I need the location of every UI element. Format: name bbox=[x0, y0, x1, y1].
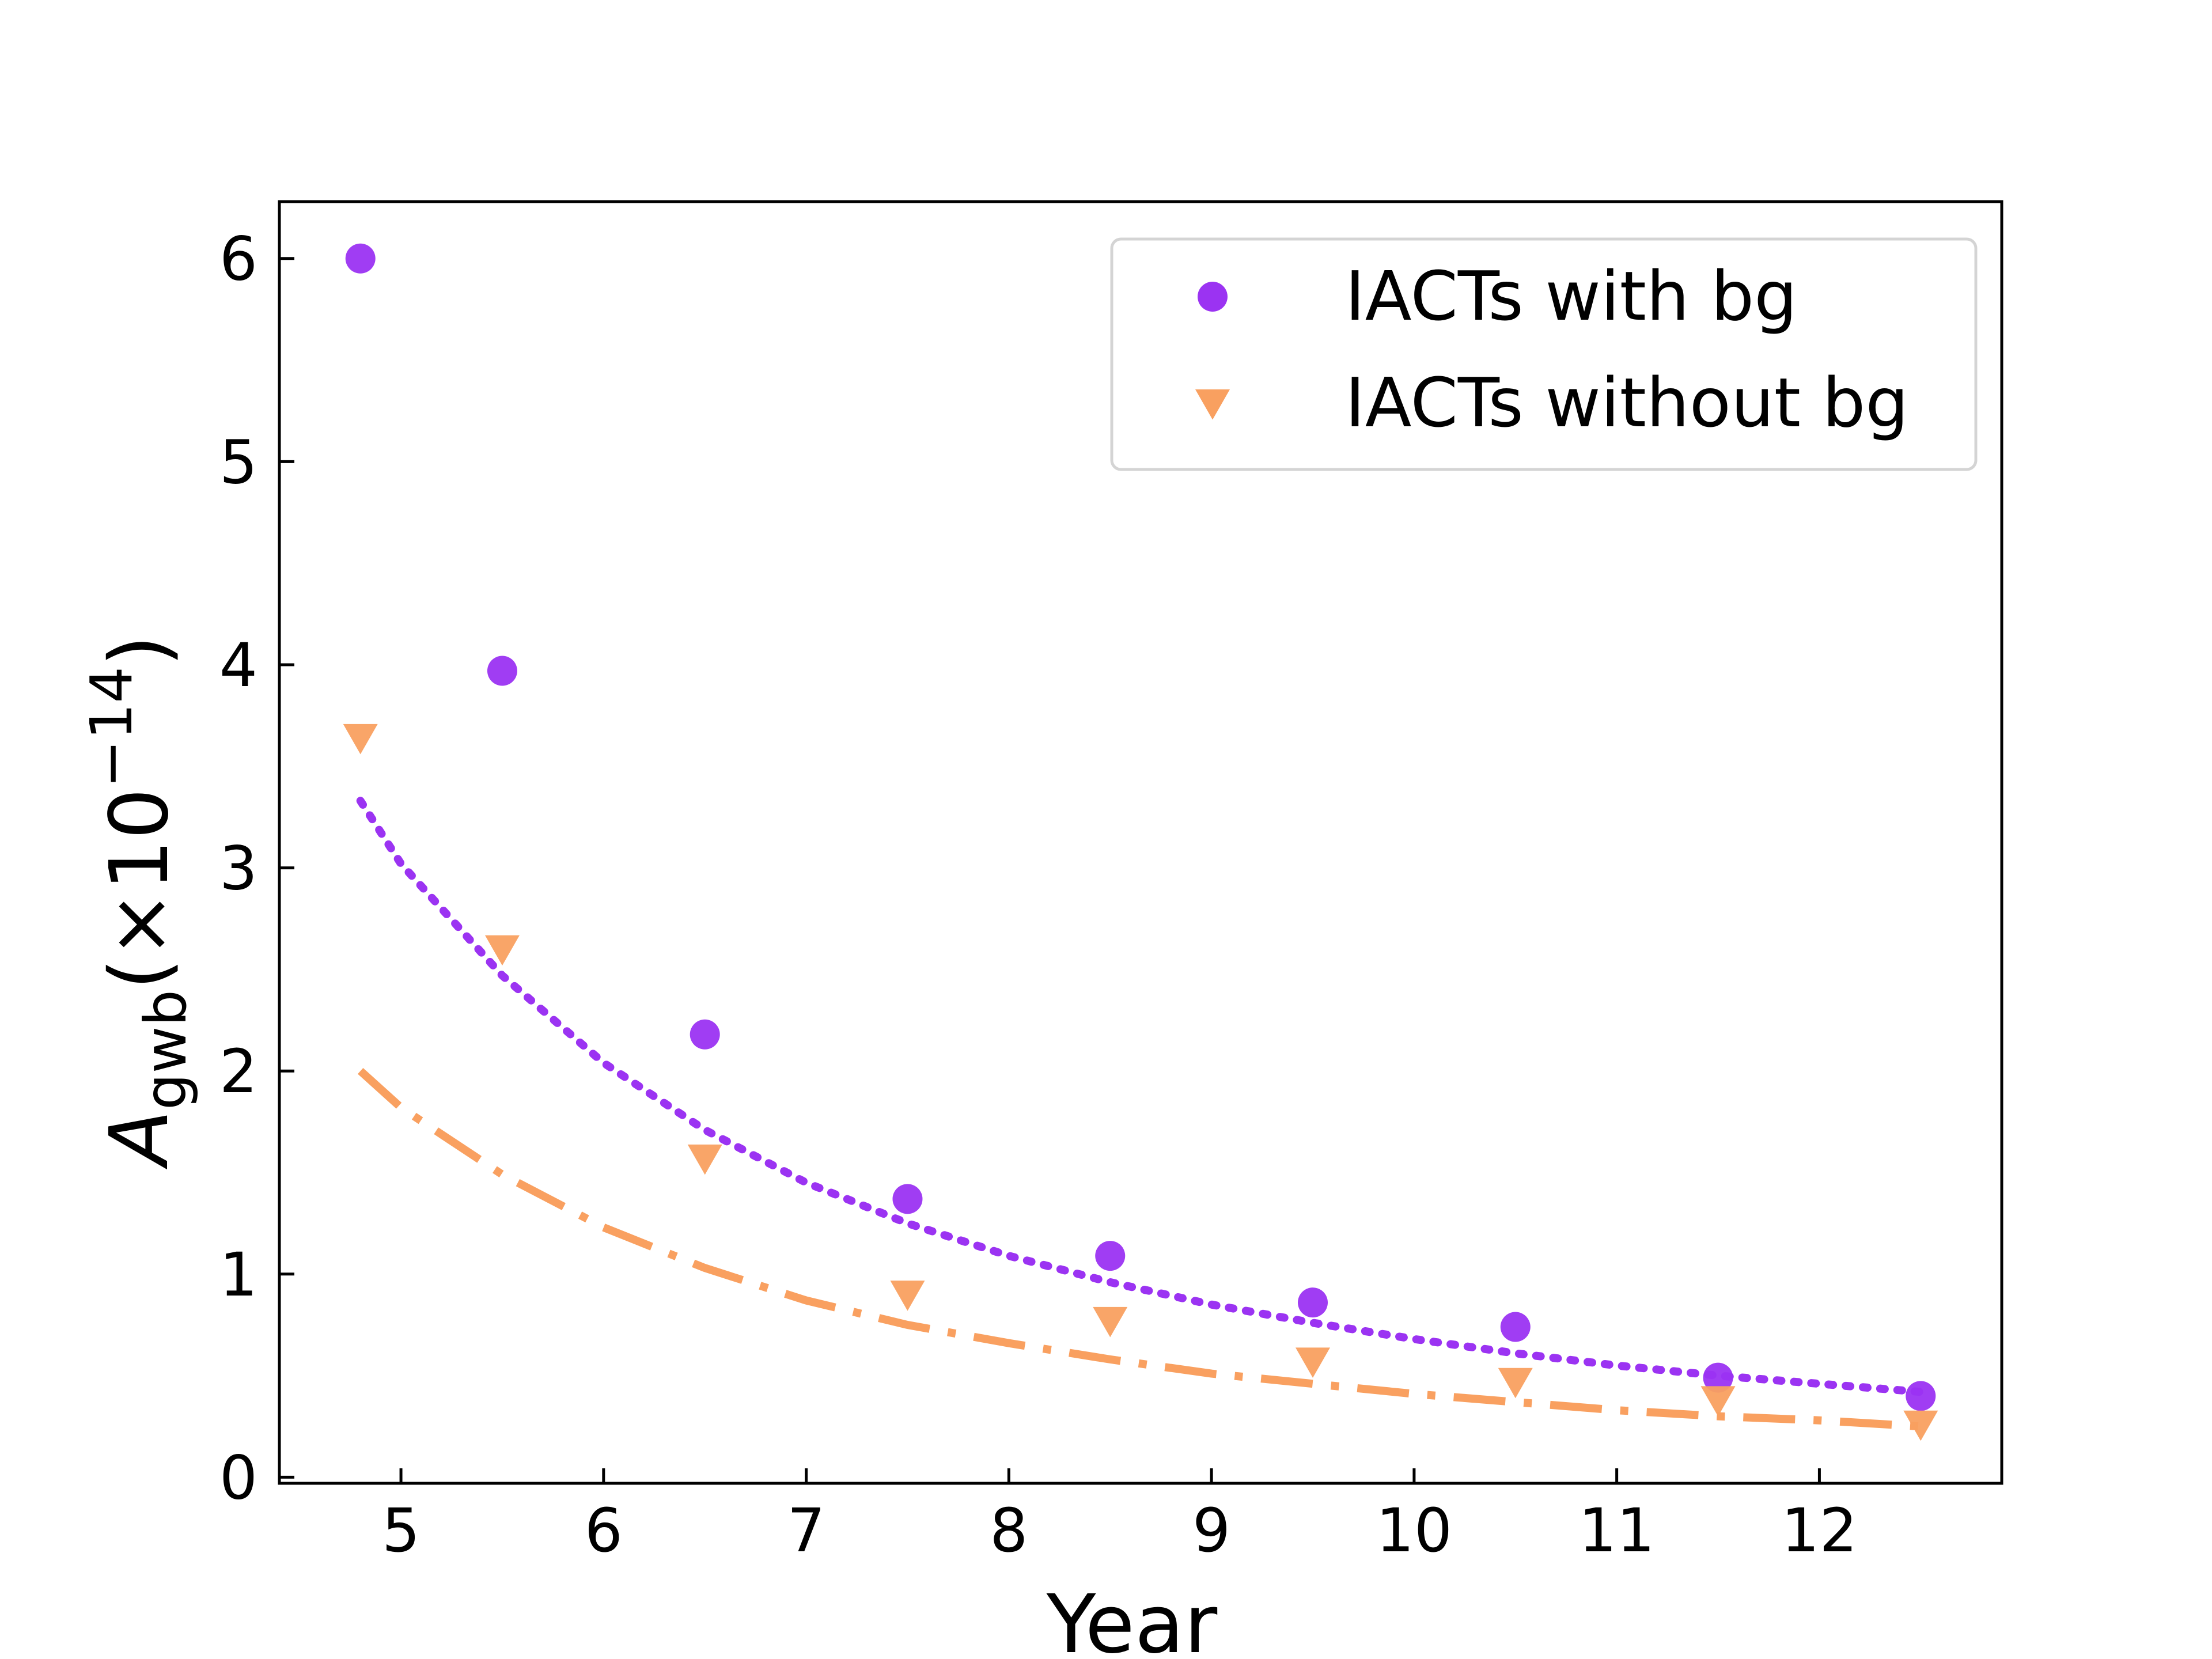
point-series1-0 bbox=[343, 724, 378, 755]
legend-marker-0 bbox=[1198, 282, 1228, 312]
point-series0-0 bbox=[345, 243, 376, 274]
point-series0-4 bbox=[1095, 1241, 1126, 1271]
point-series0-6 bbox=[1500, 1312, 1531, 1342]
x-tick-label-10: 10 bbox=[1376, 1495, 1452, 1566]
x-tick-label-6: 6 bbox=[585, 1495, 623, 1566]
point-series1-1 bbox=[484, 935, 520, 966]
y-tick-label-5: 5 bbox=[219, 427, 257, 497]
x-tick-label-5: 5 bbox=[382, 1495, 420, 1566]
x-tick-label-12: 12 bbox=[1781, 1495, 1857, 1566]
point-series0-7 bbox=[1703, 1362, 1733, 1393]
y-tick-label-1: 1 bbox=[219, 1240, 257, 1310]
y-tick-label-4: 4 bbox=[219, 630, 257, 700]
point-series0-8 bbox=[1906, 1381, 1936, 1411]
point-series1-3 bbox=[890, 1281, 925, 1311]
y-tick-label-3: 3 bbox=[219, 834, 257, 904]
point-series0-1 bbox=[487, 656, 517, 686]
point-series1-6 bbox=[1498, 1368, 1533, 1399]
fit-without-bg-line bbox=[358, 1068, 1921, 1431]
legend-marker-1 bbox=[1195, 389, 1230, 420]
fit-with-bg-line bbox=[356, 797, 1925, 1396]
y-tick-label-0: 0 bbox=[219, 1442, 257, 1513]
point-series1-4 bbox=[1093, 1306, 1128, 1338]
point-series0-5 bbox=[1298, 1287, 1328, 1318]
legend-label-0: IACTs with bg bbox=[1345, 256, 1797, 336]
plot-area bbox=[343, 243, 1938, 1441]
x-axis-title: Year bbox=[1046, 1578, 1218, 1659]
y-tick-label-6: 6 bbox=[219, 224, 257, 294]
y-tick-label-2: 2 bbox=[219, 1036, 257, 1107]
x-tick-label-8: 8 bbox=[990, 1495, 1028, 1566]
legend-frame bbox=[1110, 237, 1978, 471]
point-series0-3 bbox=[892, 1184, 923, 1214]
legend: IACTs with bg IACTs without bg bbox=[1110, 237, 1978, 471]
x-tick-label-9: 9 bbox=[1192, 1495, 1230, 1566]
point-series0-2 bbox=[690, 1019, 720, 1050]
point-series1-8 bbox=[1903, 1410, 1938, 1441]
legend-label-1: IACTs without bg bbox=[1345, 363, 1908, 442]
point-series1-7 bbox=[1700, 1386, 1736, 1416]
x-tick-label-11: 11 bbox=[1578, 1495, 1654, 1566]
x-tick-label-7: 7 bbox=[787, 1495, 825, 1566]
point-series1-2 bbox=[687, 1144, 722, 1175]
axes-frame bbox=[278, 200, 2003, 1485]
y-axis-title: Agwb(×10−14) bbox=[78, 635, 199, 1169]
point-series1-5 bbox=[1296, 1347, 1330, 1378]
